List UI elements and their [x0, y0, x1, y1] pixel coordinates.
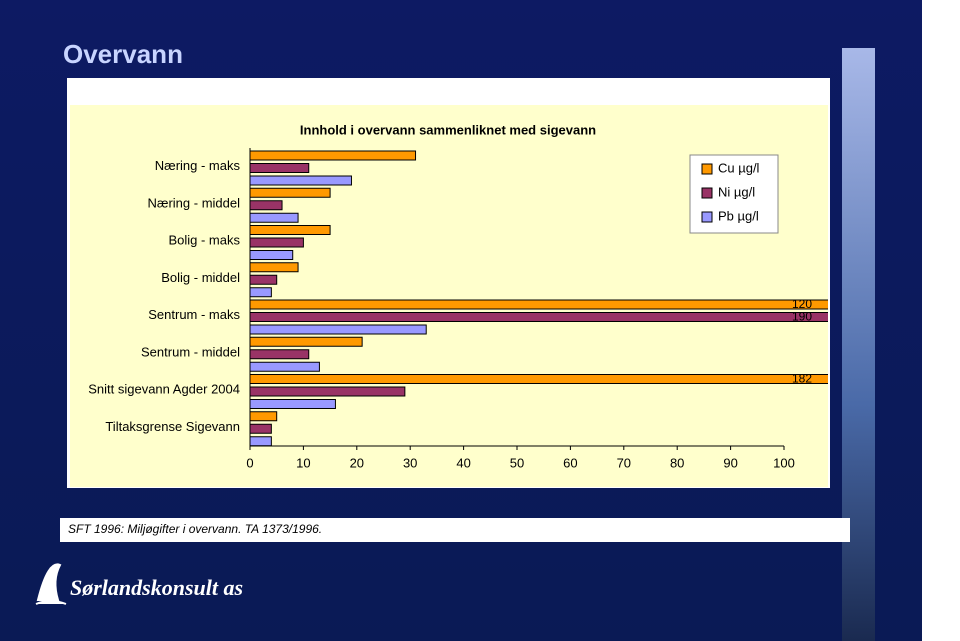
y-tick-label: Næring - maks — [155, 158, 241, 173]
side-strip — [842, 48, 875, 641]
data-label: 190 — [792, 310, 812, 324]
legend-label: Cu µg/l — [718, 160, 760, 175]
bar — [250, 274, 278, 285]
y-tick-label: Bolig - maks — [168, 233, 240, 248]
y-tick-label: Sentrum - maks — [148, 307, 240, 322]
bar — [250, 386, 406, 397]
bar — [250, 237, 304, 248]
legend-label: Pb µg/l — [718, 208, 759, 223]
x-tick-label: 100 — [773, 455, 795, 470]
footnote-bar — [60, 518, 850, 542]
x-tick-label: 10 — [296, 455, 310, 470]
bar — [250, 200, 283, 211]
bar — [250, 150, 417, 161]
data-label: 120 — [792, 297, 812, 311]
bar — [250, 436, 272, 447]
y-tick-label: Sentrum - middel — [141, 344, 240, 359]
bar — [250, 250, 294, 260]
x-tick-label: 70 — [617, 455, 631, 470]
x-tick-label: 0 — [246, 455, 253, 470]
x-tick-label: 40 — [456, 455, 470, 470]
bar — [250, 187, 331, 198]
plot: 0 10 20 30 40 50 60 70 80 90 100 Næring - maks Nærin… — [88, 150, 828, 470]
logo: Sørlandskonsult as — [70, 575, 243, 600]
y-tick-label: Bolig - middel — [161, 270, 240, 285]
side-margin — [922, 0, 960, 641]
footnote: SFT 1996: Miljøgifter i overvann. TA 137… — [68, 522, 322, 536]
bar — [250, 287, 272, 298]
x-tick-label: 80 — [670, 455, 684, 470]
x-tick-label: 30 — [403, 455, 417, 470]
data-label: 182 — [792, 372, 812, 386]
bar — [250, 324, 427, 335]
bars — [250, 150, 828, 447]
slide-title: Overvann — [63, 39, 183, 69]
x-tick-label: 50 — [510, 455, 524, 470]
x-tick-label: 90 — [723, 455, 737, 470]
bar — [250, 163, 310, 173]
legend-swatch — [701, 163, 713, 175]
bar — [250, 399, 336, 409]
bar — [250, 175, 352, 186]
bar — [250, 349, 310, 360]
bar — [250, 411, 278, 422]
y-tick-label: Snitt sigevann Agder 2004 — [88, 382, 240, 397]
chart-title: Innhold i overvann sammenliknet med sige… — [300, 122, 596, 137]
bar — [250, 312, 828, 322]
x-tick-label: 20 — [350, 455, 364, 470]
bar — [250, 262, 299, 273]
bar — [250, 299, 828, 310]
bar — [250, 212, 299, 223]
y-tick-label: Næring - middel — [148, 195, 241, 210]
y-tick-label: Tiltaksgrense Sigevann — [105, 419, 240, 434]
bar — [250, 336, 363, 347]
bar — [250, 423, 272, 434]
logo-icon — [35, 563, 67, 605]
legend-swatch — [701, 187, 713, 199]
bar — [250, 225, 331, 235]
legend-swatch — [701, 211, 713, 223]
x-tick-label: 60 — [563, 455, 577, 470]
bar — [250, 374, 828, 384]
legend-label: Ni µg/l — [718, 184, 755, 199]
bar — [250, 361, 320, 372]
